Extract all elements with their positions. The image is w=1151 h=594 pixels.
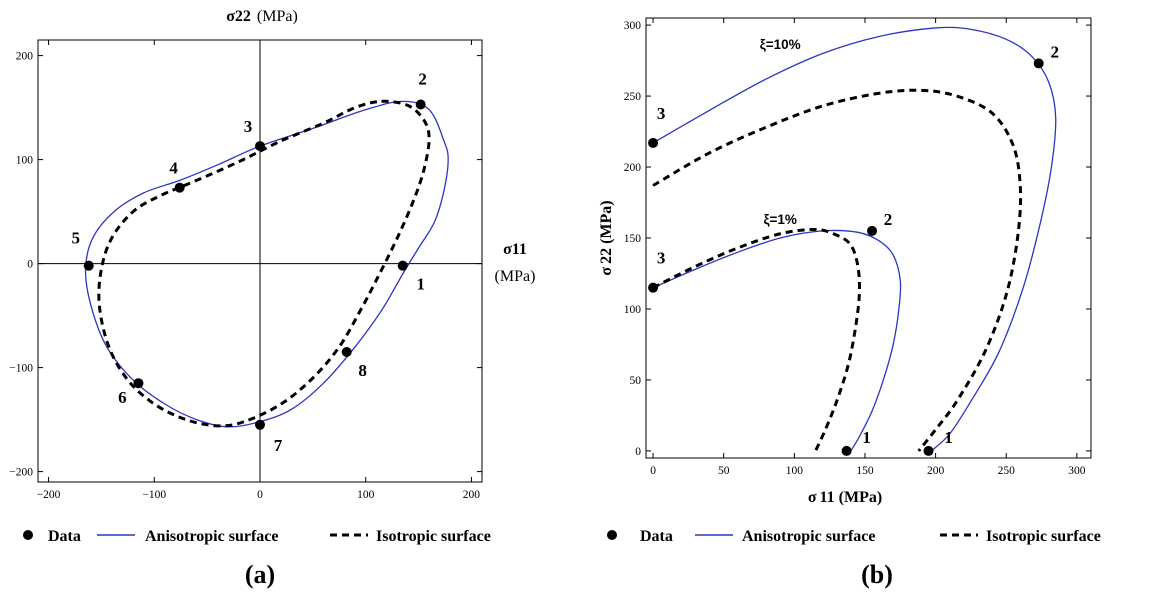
- legend-a-data-label: Data: [48, 528, 81, 545]
- chart-a-point-label: 2: [418, 69, 427, 88]
- chart-b: 0 50 100 150 200 250 300 0 50 100 150 200 250 300 1 2 3…: [598, 17, 1092, 506]
- chart-b-xtick-label: 0: [650, 465, 656, 477]
- chart-b-frame: [645, 17, 1092, 459]
- chart-b-anisotropic-curve: [652, 26, 1057, 452]
- chart-b-data-point: [923, 445, 934, 456]
- chart-a-data-point: [341, 347, 352, 357]
- chart-b-xtick-label: 100: [786, 465, 804, 477]
- legend-b-data-label: Data: [640, 528, 673, 545]
- chart-b-data-point: [1033, 58, 1044, 69]
- legend-b: Data Anisotropic surface Isotropic surfa…: [607, 528, 1101, 545]
- chart-b-isotropic-curve: [652, 227, 861, 452]
- chart-a-data-point: [397, 260, 408, 271]
- chart-a-point-label: 3: [244, 117, 253, 136]
- chart-a-xlabel: σ11: [503, 241, 527, 258]
- chart-a-xtick-label: 100: [357, 489, 375, 501]
- chart-a-data-point: [133, 378, 144, 389]
- chart-a-point-label: 1: [416, 275, 425, 294]
- legend-a: Data Anisotropic surface Isotropic surfa…: [23, 528, 491, 545]
- chart-b-ytick-label: 150: [624, 233, 642, 245]
- chart-b-point-label: 1: [862, 428, 871, 447]
- chart-b-xtick-label: 150: [856, 465, 874, 477]
- panel-label-b: (b): [861, 560, 893, 589]
- chart-a-xlabel-unit: (MPa): [495, 268, 536, 285]
- chart-a-xtick-label: 0: [257, 489, 263, 501]
- chart-b-ytick-label: 200: [624, 162, 642, 174]
- chart-b-annotation: ξ=10%: [760, 37, 801, 52]
- chart-a-ylabel: σ22 (MPa): [226, 8, 298, 25]
- chart-b-data-point: [648, 282, 659, 293]
- chart-b-point-label: 3: [657, 104, 666, 123]
- chart-a-ytick-label: −200: [9, 467, 33, 479]
- chart-a-ytick-label: −100: [9, 363, 33, 375]
- chart-b-xtick-label: 200: [927, 465, 945, 477]
- chart-b-ylabel: σ22(MPa): [598, 200, 615, 275]
- chart-a-point-label: 6: [118, 388, 127, 407]
- chart-a-isotropic-curve: [97, 99, 431, 428]
- chart-a-xtick-label: −100: [142, 489, 166, 501]
- chart-b-point-label: 3: [657, 249, 666, 268]
- legend-b-anisotropic-label: Anisotropic surface: [742, 528, 875, 545]
- chart-a-point-label: 4: [169, 159, 178, 178]
- legend-b-isotropic-label: Isotropic surface: [986, 528, 1101, 545]
- chart-b-point-label: 1: [944, 428, 953, 447]
- chart-a-data-point: [174, 182, 185, 193]
- chart-a-point-label: 5: [71, 229, 80, 248]
- chart-b-ytick-label: 50: [630, 375, 642, 387]
- chart-a-ytick-label: 200: [16, 51, 34, 63]
- chart-a-ytick-label: 100: [16, 155, 34, 167]
- chart-b-point-label: 2: [1050, 42, 1059, 61]
- chart-b-ytick-label: 100: [624, 304, 642, 316]
- chart-a-point-label: 7: [274, 436, 283, 455]
- chart-a-ytick-label: 0: [27, 259, 33, 271]
- chart-a-xtick-label: −200: [37, 489, 61, 501]
- chart-a-data-point: [415, 99, 426, 110]
- chart-b-xtick-label: 250: [998, 465, 1016, 477]
- chart-b-anisotropic-curve: [652, 229, 902, 452]
- chart-b-isotropic-curve: [652, 88, 1023, 452]
- chart-b-xtick-label: 300: [1068, 465, 1086, 477]
- legend-b-data-marker: [607, 530, 617, 540]
- chart-b-data-point: [867, 225, 878, 236]
- chart-b-ytick-label: 0: [635, 446, 641, 458]
- chart-b-annotation: ξ=1%: [763, 212, 796, 227]
- chart-a-data-point: [255, 419, 265, 430]
- chart-a-data-point: [83, 260, 94, 271]
- chart-b-data-point: [648, 137, 659, 148]
- chart-b-point-label: 2: [884, 210, 893, 229]
- chart-a-data-point: [255, 141, 265, 152]
- chart-b-data-point: [841, 445, 852, 456]
- chart-b-xtick-label: 50: [718, 465, 730, 477]
- legend-a-anisotropic-label: Anisotropic surface: [145, 528, 278, 545]
- chart-a-xtick-label: 200: [463, 489, 481, 501]
- legend-a-data-marker: [23, 530, 33, 540]
- chart-b-ytick-label: 250: [624, 91, 642, 103]
- legend-a-isotropic-label: Isotropic surface: [376, 528, 491, 545]
- chart-a-anisotropic-curve: [84, 100, 449, 428]
- chart-b-ytick-label: 300: [624, 20, 642, 32]
- panel-label-a: (a): [245, 560, 275, 589]
- chart-a-point-label: 8: [358, 361, 367, 380]
- chart-b-xlabel: σ 11 (MPa): [808, 489, 882, 506]
